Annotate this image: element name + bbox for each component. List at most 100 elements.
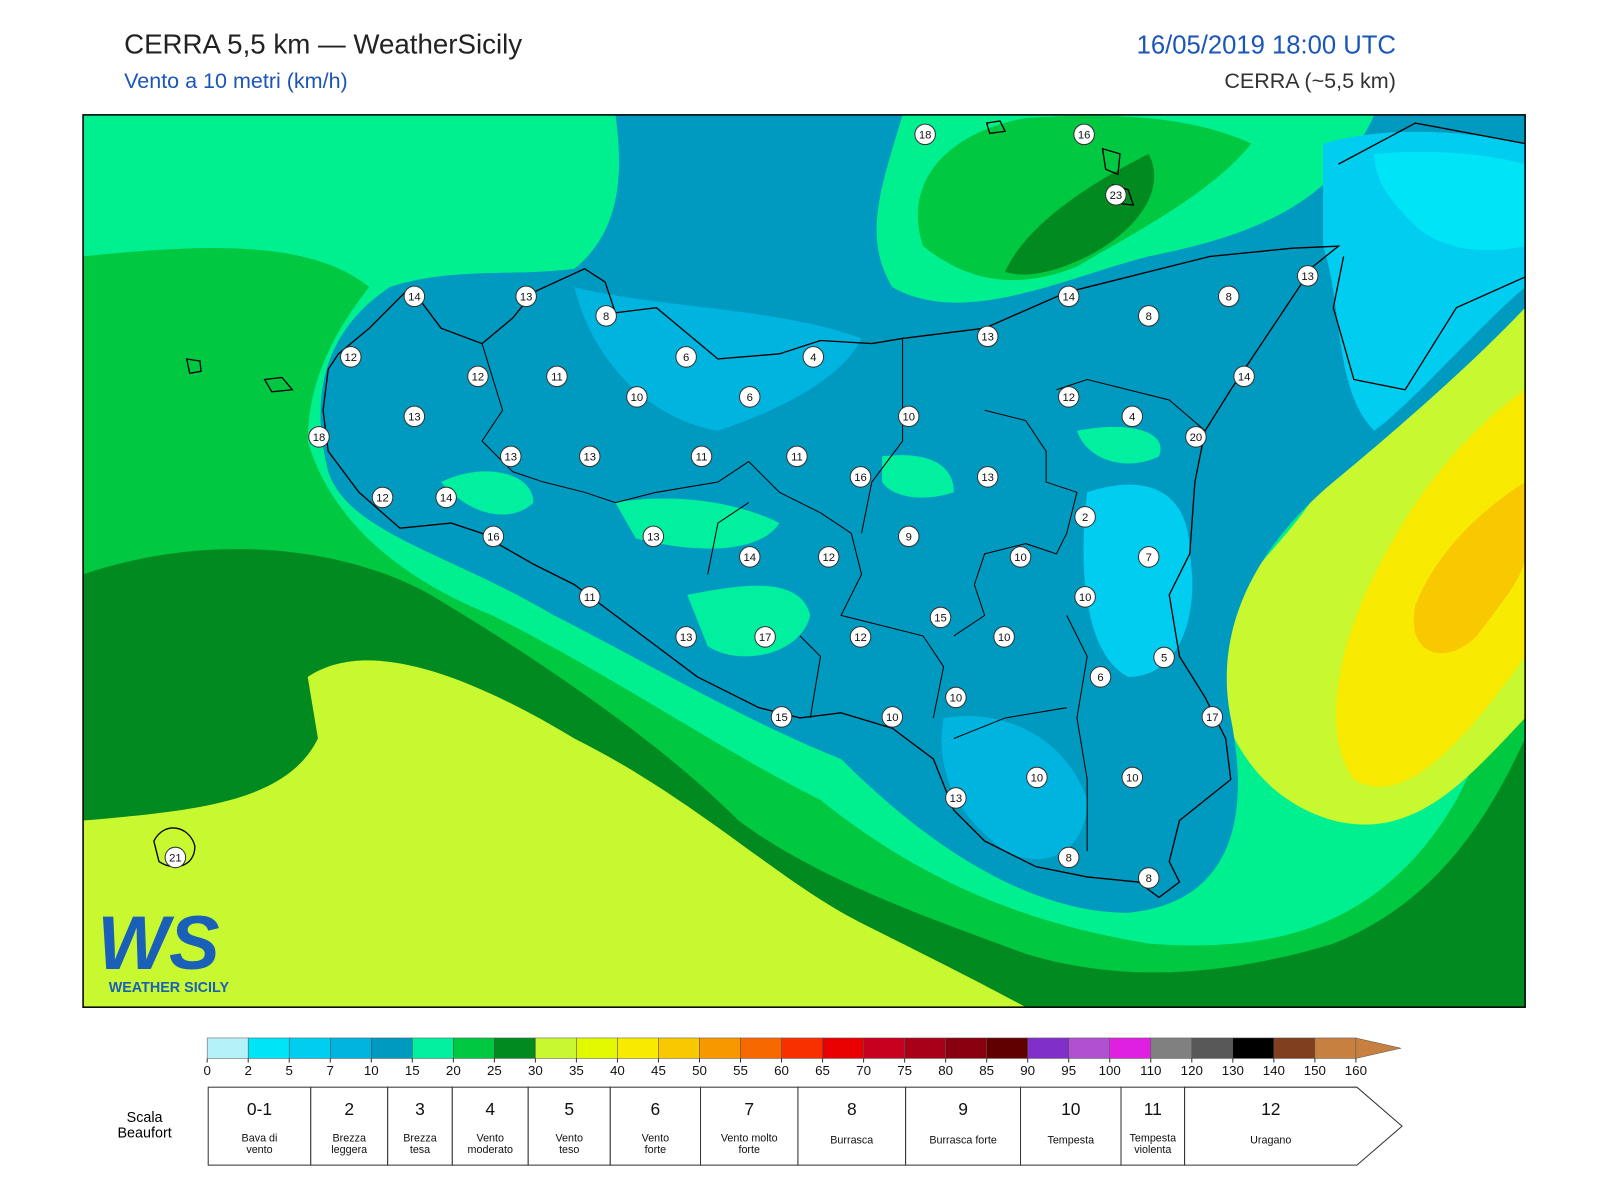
colorbar-tick-label: 160 [1345, 1063, 1367, 1078]
colorbar-swatch [329, 1037, 372, 1059]
station-marker [403, 405, 426, 428]
beaufort-label: Vento teso [555, 1133, 583, 1156]
station-value: 13 [520, 292, 533, 304]
colorbar-swatch [1314, 1037, 1357, 1059]
colorbar-tick-label: 10 [364, 1063, 379, 1078]
station-marker [578, 586, 601, 608]
colorbar-swatch [1027, 1037, 1069, 1059]
beaufort-force: 7 [744, 1099, 754, 1119]
station-marker [1057, 285, 1080, 308]
station-marker [993, 626, 1015, 648]
colorbar-swatch [412, 1037, 454, 1059]
station-marker [1217, 285, 1240, 308]
beaufort-cell [387, 1086, 453, 1166]
colorbar-tick-label: 5 [286, 1063, 293, 1078]
datetime: 16/05/2019 18:00 UTC [1137, 31, 1396, 59]
station-value: 12 [854, 632, 867, 644]
station-value: 8 [1146, 873, 1152, 885]
station-value: 13 [981, 332, 994, 344]
station-value: 13 [647, 532, 660, 544]
station-marker [371, 486, 394, 509]
colorbar-swatch [1068, 1037, 1110, 1059]
station-marker [945, 686, 967, 709]
beaufort-cell [700, 1086, 799, 1166]
wind-field [83, 114, 1526, 1008]
station-value: 13 [408, 412, 421, 424]
colorbar-tick-label: 30 [528, 1063, 543, 1078]
station-value: 8 [1226, 292, 1232, 304]
station-marker [675, 626, 697, 648]
station-marker [1057, 386, 1080, 408]
station-marker [817, 546, 840, 568]
station-value: 11 [791, 452, 803, 464]
station-value: 12 [376, 493, 389, 505]
station-value: 17 [1206, 712, 1219, 724]
station-value: 10 [1126, 773, 1139, 785]
colorbar-tick-label: 0 [203, 1063, 210, 1078]
colorbar-swatch [699, 1037, 741, 1059]
station-value: 11 [696, 452, 708, 464]
station-marker [1137, 546, 1160, 568]
colorbar-tick-label: 15 [405, 1063, 420, 1078]
beaufort-title: Scala Beaufort [117, 1110, 171, 1141]
colorbar-tick-label: 55 [733, 1063, 748, 1078]
colorbar-swatch [822, 1037, 864, 1059]
colorbar-tick-label: 2 [244, 1063, 251, 1078]
colorbar-tick-label: 20 [446, 1063, 461, 1078]
station-marker [1185, 426, 1207, 448]
station-value: 14 [1238, 372, 1251, 384]
station-marker [1201, 706, 1224, 728]
colorbar-swatch [1150, 1037, 1193, 1059]
colorbar-swatch [288, 1037, 331, 1059]
station-value: 16 [487, 532, 500, 544]
station-value: 13 [981, 472, 994, 484]
station-value: 16 [854, 472, 867, 484]
colorbar-tick-label: 150 [1304, 1063, 1326, 1078]
station-marker [897, 525, 920, 548]
beaufort-force: 10 [1061, 1099, 1081, 1119]
station-marker [1233, 365, 1255, 388]
station-marker [435, 486, 457, 509]
beaufort-label: Burrasca [830, 1135, 873, 1147]
colorbar-swatch [1273, 1037, 1316, 1059]
station-marker [881, 706, 904, 728]
beaufort-force: 4 [485, 1099, 495, 1119]
beaufort-label: Burrasca forte [929, 1135, 997, 1147]
beaufort-cell [905, 1086, 1022, 1166]
island [153, 120, 1526, 868]
field [83, 660, 1026, 1008]
model: CERRA (~5,5 km) [1224, 69, 1396, 93]
coastline [322, 245, 1341, 899]
colorbar-tick-label: 130 [1222, 1063, 1244, 1078]
beaufort-cell [1184, 1086, 1403, 1166]
station-value: 5 [1161, 653, 1167, 665]
station-value: 15 [934, 613, 947, 625]
logo-name: WEATHER SICILY [109, 980, 230, 996]
beaufort-force: 5 [564, 1099, 574, 1119]
station-value: 18 [313, 432, 326, 444]
station-marker [1089, 666, 1112, 688]
field [1005, 153, 1155, 275]
station-value: 13 [950, 793, 963, 805]
station-value: 10 [1031, 773, 1044, 785]
station-value: 10 [902, 412, 915, 424]
beaufort-label: Tempesta violenta [1130, 1133, 1177, 1156]
field [941, 716, 1088, 860]
station-value: 4 [1129, 412, 1135, 424]
colorbar-swatch [904, 1037, 946, 1059]
station-value: 8 [603, 311, 609, 323]
colorbar-tick-label: 60 [774, 1063, 789, 1078]
colorbar-tick-label: 7 [327, 1063, 334, 1078]
beaufort-cell [310, 1086, 389, 1166]
colorbar-tick-label: 25 [487, 1063, 502, 1078]
station-value: 11 [551, 372, 563, 384]
station-value: 17 [759, 632, 772, 644]
station-value: 9 [906, 532, 912, 544]
station-value: 7 [1146, 552, 1152, 564]
station-value: 18 [919, 129, 932, 141]
station-value: 8 [1066, 853, 1072, 865]
station-value: 14 [408, 292, 421, 304]
colorbar-swatch [658, 1037, 700, 1059]
